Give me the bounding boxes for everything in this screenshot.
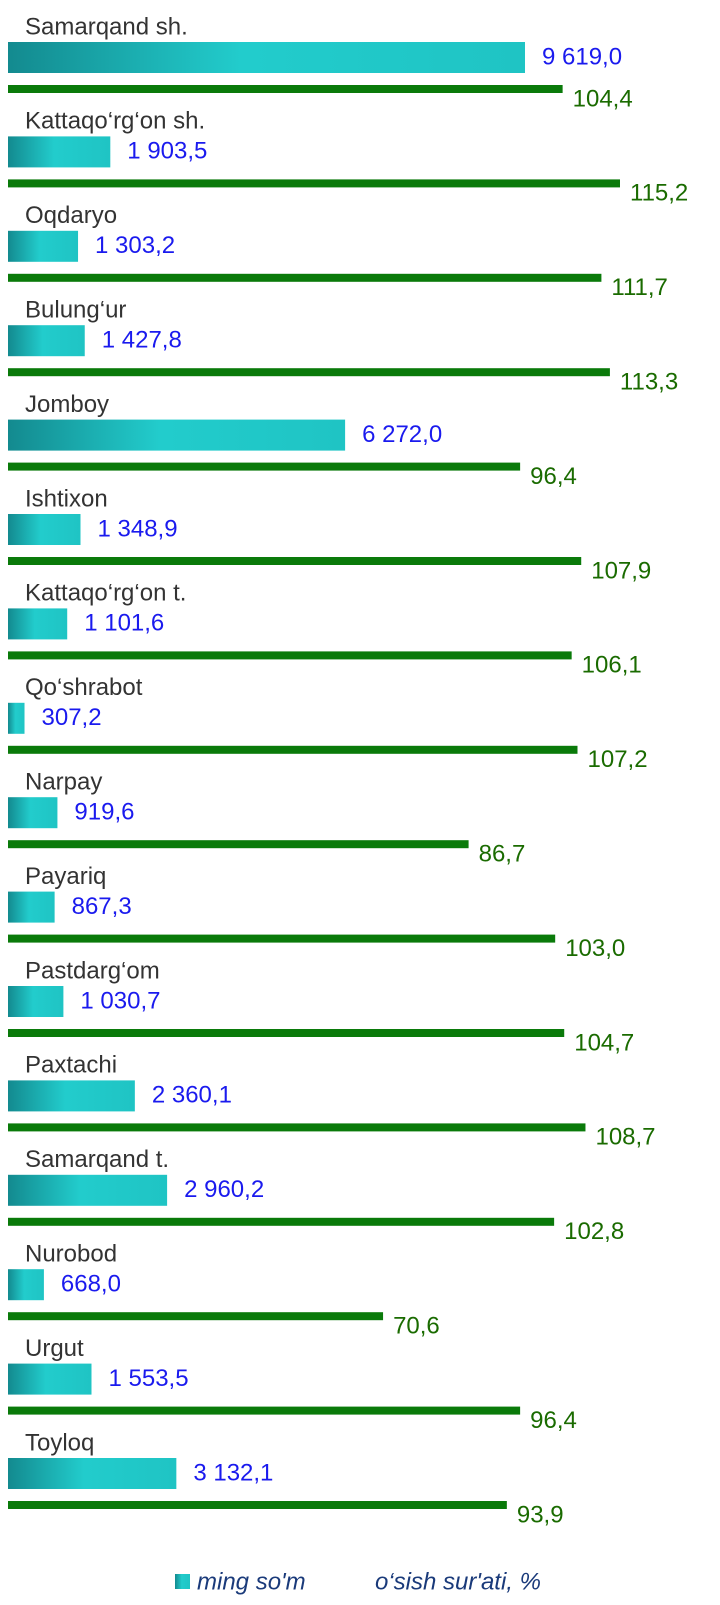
value-label: 96,4 — [530, 463, 577, 490]
bar — [8, 462, 521, 471]
value-label: 6 272,0 — [362, 421, 442, 448]
bar — [8, 325, 85, 357]
value-label: 93,9 — [517, 1501, 564, 1528]
bar — [8, 136, 111, 168]
bar — [8, 1029, 565, 1037]
value-label: 86,7 — [479, 841, 526, 868]
legend-label: ming so'm — [197, 1568, 306, 1595]
value-label: 104,4 — [573, 85, 633, 112]
bar — [8, 368, 610, 377]
bar — [8, 1406, 521, 1415]
category-label: Nurobod — [25, 1241, 117, 1268]
value-label: 102,8 — [564, 1218, 624, 1245]
category-label: Urgut — [25, 1335, 84, 1362]
bar — [8, 1174, 168, 1206]
bar — [8, 934, 556, 943]
bar — [8, 1312, 384, 1321]
bar — [8, 1269, 44, 1301]
category-label: Pastdarg‘om — [25, 957, 160, 984]
bar — [8, 986, 64, 1017]
bar — [8, 1458, 177, 1489]
value-label: 108,7 — [595, 1124, 655, 1151]
bar — [8, 557, 582, 565]
value-label: 1 553,5 — [108, 1365, 188, 1392]
bar — [8, 230, 79, 262]
bar — [8, 42, 525, 73]
bar — [8, 651, 572, 660]
value-label: 2 360,1 — [152, 1082, 232, 1109]
value-label: 1 903,5 — [127, 138, 207, 165]
legend-swatch — [175, 1574, 190, 1589]
bar — [8, 1501, 507, 1509]
value-label: 115,2 — [630, 180, 688, 207]
value-label: 1 303,2 — [95, 232, 175, 259]
category-label: Samarqand t. — [25, 1146, 169, 1173]
bar — [8, 702, 25, 734]
bar — [8, 85, 563, 93]
value-label: 106,1 — [582, 652, 642, 679]
category-label: Kattaqo‘rg‘on sh. — [25, 108, 205, 135]
value-label: 1 101,6 — [84, 610, 164, 637]
category-label: Samarqand sh. — [25, 13, 188, 40]
category-label: Paxtachi — [25, 1052, 117, 1079]
category-label: Kattaqo‘rg‘on t. — [25, 580, 186, 607]
category-label: Jomboy — [25, 391, 109, 418]
bar — [8, 514, 81, 545]
bar — [8, 797, 58, 829]
bar — [8, 1080, 135, 1112]
value-label: 668,0 — [61, 1271, 121, 1298]
value-label: 104,7 — [574, 1029, 634, 1056]
category-label: Bulung‘ur — [25, 297, 126, 324]
value-label: 9 619,0 — [542, 43, 622, 70]
bar — [8, 840, 469, 849]
category-label: Payariq — [25, 863, 106, 890]
value-label: 107,9 — [591, 557, 651, 584]
value-label: 107,2 — [588, 746, 648, 773]
value-label: 111,7 — [611, 274, 668, 301]
category-label: Ishtixon — [25, 485, 108, 512]
bar — [8, 1123, 586, 1132]
bar — [8, 1363, 92, 1395]
bar — [8, 745, 578, 754]
bar — [8, 891, 55, 923]
value-label: 867,3 — [72, 893, 132, 920]
value-label: 103,0 — [565, 935, 625, 962]
bar — [8, 179, 620, 188]
bar — [8, 273, 602, 282]
bar — [8, 608, 68, 640]
value-label: 113,3 — [620, 369, 678, 396]
category-label: Narpay — [25, 769, 102, 796]
bar — [8, 419, 346, 451]
value-label: 919,6 — [74, 799, 134, 826]
value-label: 1 427,8 — [102, 327, 182, 354]
value-label: 96,4 — [530, 1407, 577, 1434]
legend-label: o‘sish sur'ati, % — [375, 1568, 541, 1595]
bar — [8, 1217, 555, 1226]
value-label: 3 132,1 — [193, 1459, 273, 1486]
value-label: 1 348,9 — [98, 515, 178, 542]
value-label: 1 030,7 — [80, 987, 160, 1014]
category-label: Qo‘shrabot — [25, 674, 143, 701]
value-label: 307,2 — [42, 704, 102, 731]
value-label: 70,6 — [393, 1313, 440, 1340]
category-label: Oqdaryo — [25, 202, 117, 229]
value-label: 2 960,2 — [184, 1176, 264, 1203]
category-label: Toyloq — [25, 1429, 94, 1456]
